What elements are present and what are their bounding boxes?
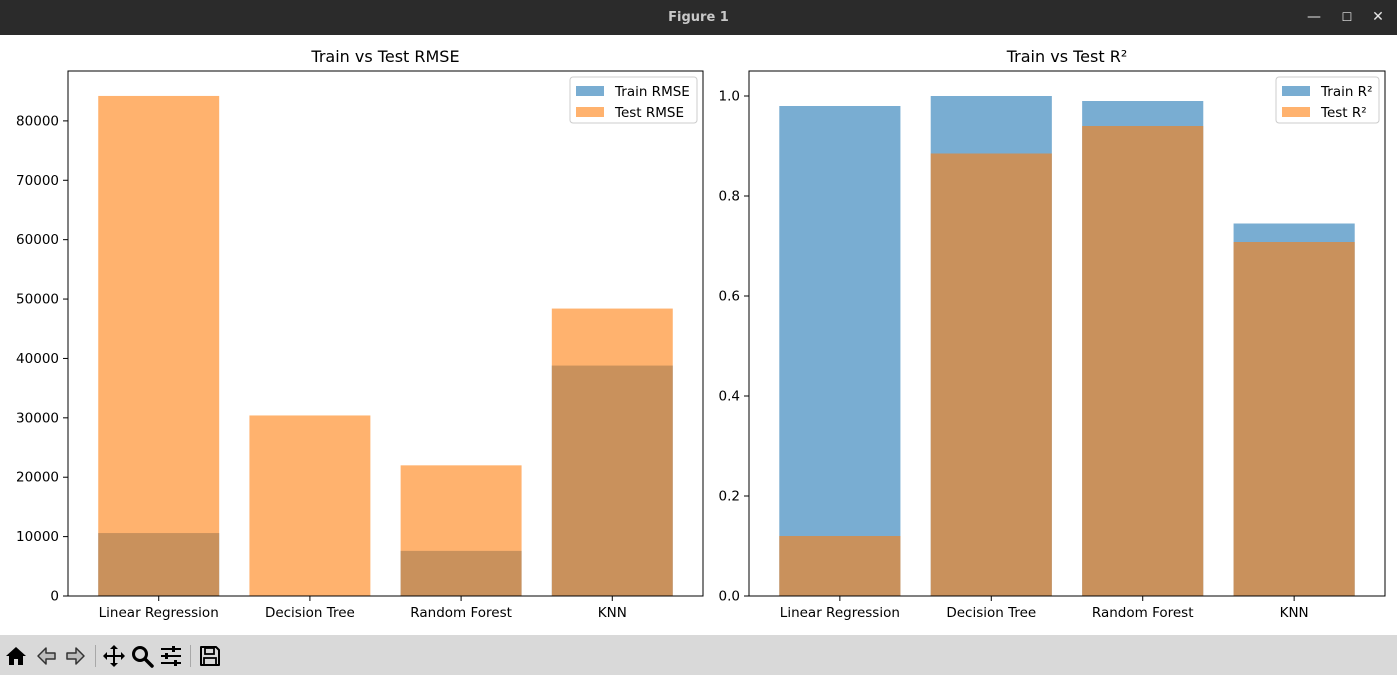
charts-svg: 0 10000 20000 30000 40000 50000 60000 70000 8000… bbox=[16, 47, 1386, 621]
window-titlebar: Figure 1 — ☐ ✕ bbox=[0, 0, 1397, 35]
bar bbox=[1233, 242, 1355, 596]
y-tick-label: 0.0 bbox=[719, 589, 740, 605]
navigation-toolbar bbox=[0, 635, 1397, 675]
y-tick-label: 20000 bbox=[16, 470, 59, 486]
y-tick-label: 0.2 bbox=[719, 489, 740, 505]
toolbar-separator bbox=[95, 645, 96, 667]
x-tick-label: Decision Tree bbox=[265, 605, 355, 621]
zoom-button[interactable] bbox=[129, 643, 155, 669]
y-tick-label: 10000 bbox=[16, 529, 59, 545]
zoom-icon bbox=[132, 646, 154, 668]
minimize-button[interactable]: — bbox=[1307, 9, 1321, 25]
window-title: Figure 1 bbox=[668, 10, 729, 25]
series-2 bbox=[98, 95, 673, 596]
save-button[interactable] bbox=[197, 643, 223, 669]
save-icon bbox=[200, 646, 220, 666]
bar bbox=[400, 465, 522, 596]
y-tick-label: 80000 bbox=[16, 113, 59, 129]
x-tick-label: KNN bbox=[1280, 605, 1309, 621]
x-tick-label: KNN bbox=[598, 605, 627, 621]
back-icon bbox=[37, 647, 56, 665]
bar bbox=[779, 106, 901, 596]
legend-swatch bbox=[1282, 107, 1310, 117]
y-tick-label: 60000 bbox=[16, 232, 59, 248]
maximize-button[interactable]: ☐ bbox=[1341, 10, 1353, 24]
y-tick-label: 40000 bbox=[16, 351, 59, 367]
axes-frame bbox=[67, 70, 704, 597]
series-2 bbox=[779, 126, 1355, 596]
bar bbox=[551, 308, 673, 596]
bar bbox=[779, 536, 901, 596]
configure-subplots-icon bbox=[161, 646, 181, 666]
toolbar-separator bbox=[190, 645, 191, 667]
pan-icon bbox=[103, 645, 125, 667]
close-button[interactable]: ✕ bbox=[1372, 9, 1384, 25]
legend-swatch bbox=[576, 107, 604, 117]
home-button[interactable] bbox=[3, 643, 29, 669]
x-tick-label: Decision Tree bbox=[946, 605, 1036, 621]
y-tick-label: 30000 bbox=[16, 410, 59, 426]
home-icon bbox=[6, 647, 26, 665]
axes-frame bbox=[748, 70, 1386, 597]
legend-swatch bbox=[576, 86, 604, 96]
x-tick-label: Linear Regression bbox=[99, 605, 219, 621]
configure-subplots-button[interactable] bbox=[158, 643, 184, 669]
back-button[interactable] bbox=[33, 643, 59, 669]
legend-label: Train RMSE bbox=[614, 84, 690, 100]
legend-label: Test R² bbox=[1320, 105, 1367, 121]
bar bbox=[1082, 126, 1204, 596]
forward-button[interactable] bbox=[63, 643, 89, 669]
chart-2: 0.0 0.2 0.4 0.6 0.8 1.0 Linear Regression Decis… bbox=[719, 47, 1386, 621]
y-tick-label: 0.8 bbox=[719, 189, 740, 205]
y-tick-label: 50000 bbox=[16, 292, 59, 308]
legend-label: Test RMSE bbox=[614, 105, 684, 121]
x-tick-label: Linear Regression bbox=[780, 605, 900, 621]
legend-swatch bbox=[1282, 86, 1310, 96]
legend: Train RMSE Test RMSE bbox=[569, 76, 698, 124]
legend: Train R² Test R² bbox=[1275, 76, 1380, 124]
chart-title: Train vs Test RMSE bbox=[310, 47, 459, 66]
y-tick-label: 0.6 bbox=[719, 289, 740, 305]
bar bbox=[249, 415, 371, 596]
y-tick-label: 1.0 bbox=[719, 89, 740, 105]
bar bbox=[98, 95, 220, 596]
y-tick-label: 0.4 bbox=[719, 389, 740, 405]
pan-button[interactable] bbox=[101, 643, 127, 669]
y-tick-label: 70000 bbox=[16, 173, 59, 189]
chart-1: 0 10000 20000 30000 40000 50000 60000 70000 8000… bbox=[16, 47, 704, 621]
chart-title: Train vs Test R² bbox=[1006, 47, 1128, 66]
y-tick-label: 0 bbox=[50, 589, 59, 605]
forward-icon bbox=[66, 647, 85, 665]
figure-canvas: 0 10000 20000 30000 40000 50000 60000 70000 8000… bbox=[0, 35, 1397, 635]
legend-label: Train R² bbox=[1320, 84, 1372, 100]
x-tick-label: Random Forest bbox=[410, 605, 512, 621]
x-tick-label: Random Forest bbox=[1092, 605, 1194, 621]
bar bbox=[930, 153, 1052, 596]
